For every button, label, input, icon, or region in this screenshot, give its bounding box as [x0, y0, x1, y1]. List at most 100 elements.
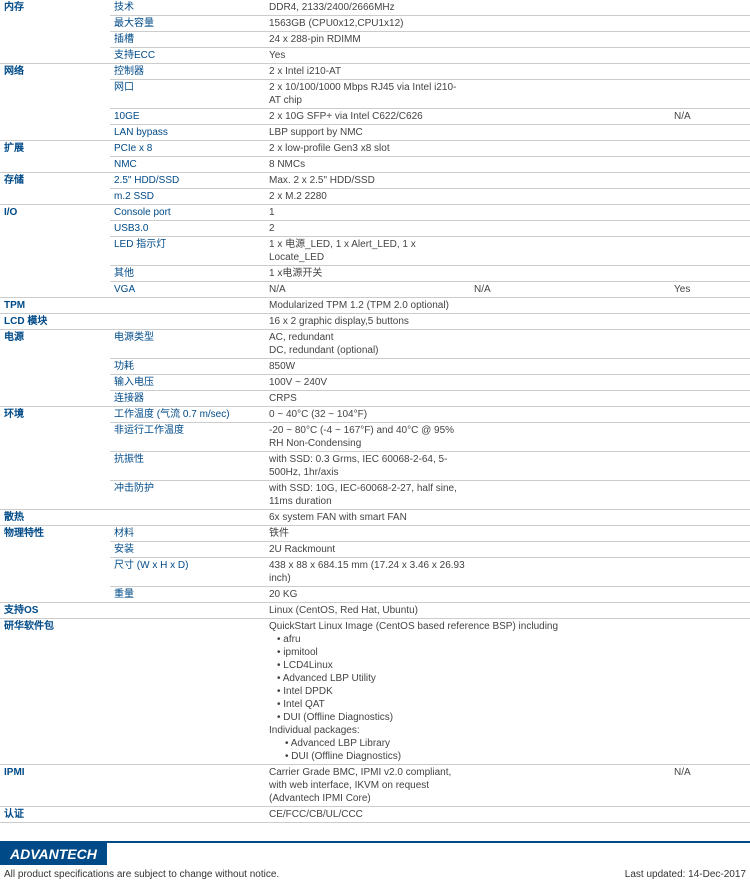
value-cell: 2 x 10G SFP+ via Intel C622/C626 [265, 109, 470, 125]
category-cell: 内存 [0, 0, 110, 64]
label-cell: 尺寸 (W x H x D) [110, 558, 265, 587]
value2-cell [470, 587, 670, 603]
label-cell: Console port [110, 205, 265, 221]
spec-row: USB3.02 [0, 221, 750, 237]
spec-row: 内存技术DDR4, 2133/2400/2666MHz [0, 0, 750, 16]
value-cell: 2 x Intel i210-AT [265, 64, 470, 80]
value3-cell [670, 141, 750, 157]
label-cell [110, 314, 265, 330]
label-cell: 电源类型 [110, 330, 265, 359]
value3-cell [670, 157, 750, 173]
category-cell: LCD 模块 [0, 314, 110, 330]
value2-cell [470, 221, 670, 237]
spec-row-software: 研华软件包 QuickStart Linux Image (CentOS base… [0, 619, 750, 765]
value2-cell [470, 407, 670, 423]
value-cell: 1 [265, 205, 470, 221]
value3-cell [670, 298, 750, 314]
value-cell: CRPS [265, 391, 470, 407]
value-cell: Linux (CentOS, Red Hat, Ubuntu) [265, 603, 470, 619]
value-cell: with SSD: 10G, IEC-60068-2-27, half sine… [265, 481, 470, 510]
category-cell: 研华软件包 [0, 619, 110, 765]
spec-row: NMC8 NMCs [0, 157, 750, 173]
spec-row: 冲击防护with SSD: 10G, IEC-60068-2-27, half … [0, 481, 750, 510]
value2-cell [470, 141, 670, 157]
value-cell: N/A [265, 282, 470, 298]
value2-cell [470, 205, 670, 221]
value3-cell [670, 125, 750, 141]
value2-cell [470, 157, 670, 173]
category-cell: 扩展 [0, 141, 110, 173]
spec-row: I/OConsole port1 [0, 205, 750, 221]
value3-cell [670, 205, 750, 221]
label-cell: LED 指示灯 [110, 237, 265, 266]
value-cell: 0 ~ 40°C (32 ~ 104°F) [265, 407, 470, 423]
spec-row: 支持ECCYes [0, 48, 750, 64]
value3-cell [670, 48, 750, 64]
category-cell: IPMI [0, 765, 110, 807]
spec-row-cert: 认证 CE/FCC/CB/UL/CCC [0, 807, 750, 823]
value3-cell: Yes [670, 282, 750, 298]
label-cell: 支持ECC [110, 48, 265, 64]
value2-cell [470, 32, 670, 48]
category-cell: 支持OS [0, 603, 110, 619]
spec-row: 插槽24 x 288-pin RDIMM [0, 32, 750, 48]
value3-cell [670, 64, 750, 80]
label-cell: 安装 [110, 542, 265, 558]
value3-cell [670, 0, 750, 16]
label-cell: 其他 [110, 266, 265, 282]
value2-cell [470, 266, 670, 282]
value2-cell [470, 542, 670, 558]
value2-cell [470, 314, 670, 330]
value-cell: 2 [265, 221, 470, 237]
spec-row: LAN bypassLBP support by NMC [0, 125, 750, 141]
label-cell: m.2 SSD [110, 189, 265, 205]
value3-cell [670, 558, 750, 587]
value2-cell [470, 80, 670, 109]
value2-cell [470, 510, 670, 526]
label-cell: 最大容量 [110, 16, 265, 32]
label-cell: 网口 [110, 80, 265, 109]
value3-cell [670, 173, 750, 189]
value2-cell: N/A [470, 282, 670, 298]
spec-row: 存储2.5" HDD/SSDMax. 2 x 2.5" HDD/SSD [0, 173, 750, 189]
spec-row: 环境工作温度 (气流 0.7 m/sec)0 ~ 40°C (32 ~ 104°… [0, 407, 750, 423]
label-cell: 非运行工作温度 [110, 423, 265, 452]
label-cell: 冲击防护 [110, 481, 265, 510]
value3-cell [670, 375, 750, 391]
label-cell [110, 603, 265, 619]
value3-cell [670, 391, 750, 407]
value-cell: AC, redundantDC, redundant (optional) [265, 330, 470, 359]
category-cell: I/O [0, 205, 110, 298]
value2-cell [470, 109, 670, 125]
value-cell: QuickStart Linux Image (CentOS based ref… [265, 619, 750, 765]
label-cell: USB3.0 [110, 221, 265, 237]
category-cell: 认证 [0, 807, 110, 823]
spec-row: 连接器CRPS [0, 391, 750, 407]
value-cell: 2 x 10/100/1000 Mbps RJ45 via Intel i210… [265, 80, 470, 109]
value-cell: LBP support by NMC [265, 125, 470, 141]
category-cell: 散热 [0, 510, 110, 526]
label-cell: 技术 [110, 0, 265, 16]
value-cell: 8 NMCs [265, 157, 470, 173]
value-cell: 2 x M.2 2280 [265, 189, 470, 205]
value2-cell [470, 16, 670, 32]
value-cell: with SSD: 0.3 Grms, IEC 60068-2-64, 5-50… [265, 452, 470, 481]
value-cell: CE/FCC/CB/UL/CCC [265, 807, 750, 823]
spec-row: 尺寸 (W x H x D)438 x 88 x 684.15 mm (17.2… [0, 558, 750, 587]
value2-cell [470, 558, 670, 587]
label-cell: 输入电压 [110, 375, 265, 391]
value3-cell [670, 526, 750, 542]
spec-row: 其他1 x电源开关 [0, 266, 750, 282]
value3-cell: N/A [670, 765, 750, 807]
spec-row: VGAN/AN/AYes [0, 282, 750, 298]
value-cell: 16 x 2 graphic display,5 buttons [265, 314, 470, 330]
value3-cell [670, 587, 750, 603]
spec-row: 物理特性材料铁件 [0, 526, 750, 542]
category-cell: TPM [0, 298, 110, 314]
value2-cell [470, 359, 670, 375]
value-cell: 1563GB (CPU0x12,CPU1x12) [265, 16, 470, 32]
value-cell: 2U Rackmount [265, 542, 470, 558]
value2-cell [470, 423, 670, 452]
value3-cell [670, 481, 750, 510]
value-cell: Carrier Grade BMC, IPMI v2.0 compliant, … [265, 765, 470, 807]
